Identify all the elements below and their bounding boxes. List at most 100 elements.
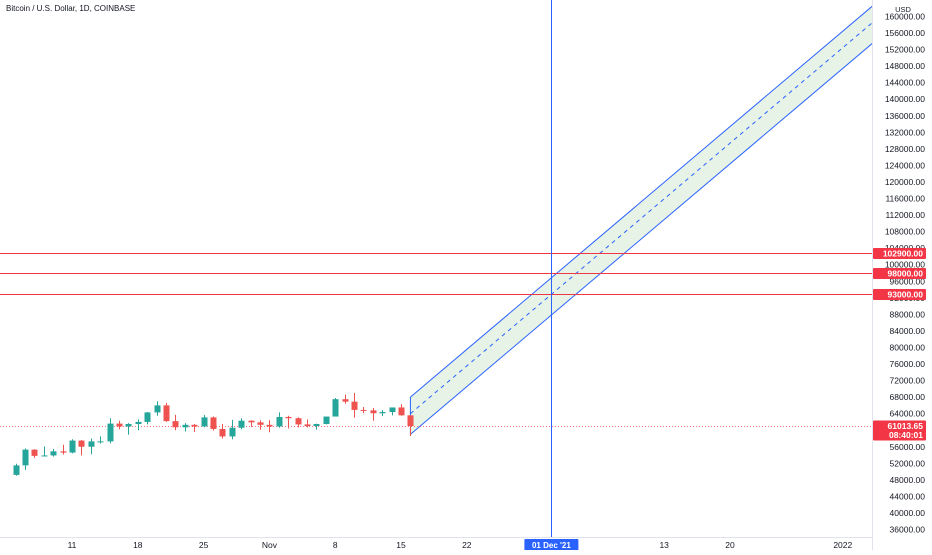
candle <box>88 438 95 455</box>
candle-body <box>13 465 20 475</box>
vertical-marker-badge: 01 Dec '21 <box>524 539 579 551</box>
candle-body <box>144 412 151 422</box>
candle <box>313 423 320 430</box>
candle-body <box>31 449 38 456</box>
price-tick-label: 72000.00 <box>890 376 926 386</box>
candle-body <box>285 416 292 419</box>
time-tick-label: 11 <box>68 540 77 550</box>
level-badge: 98000.00 <box>873 268 926 279</box>
candle-body <box>41 455 48 457</box>
price-tick-label: 84000.00 <box>890 326 926 336</box>
price-tick-label: 76000.00 <box>890 359 926 369</box>
price-tick-label: 56000.00 <box>890 442 926 452</box>
candle <box>248 420 255 427</box>
level-badge-bg <box>873 289 926 300</box>
candle <box>219 424 226 439</box>
candle-body <box>78 440 85 447</box>
price-tick-label: 160000.00 <box>885 12 925 22</box>
candle-body <box>201 417 208 427</box>
candle <box>266 420 273 433</box>
candle-body <box>154 405 161 413</box>
candle <box>389 407 396 416</box>
candle <box>163 402 170 422</box>
last-price-badge-text: 61013.65 <box>888 421 924 431</box>
price-tick-label: 40000.00 <box>890 508 926 518</box>
candle <box>172 414 179 431</box>
price-tick-label: 44000.00 <box>890 491 926 501</box>
candle-body <box>116 423 123 427</box>
price-tick-label: 148000.00 <box>885 61 925 71</box>
candle-body <box>50 451 57 456</box>
candle-body <box>398 407 405 416</box>
price-tick-label: 100000.00 <box>885 260 925 270</box>
price-tick-label: 116000.00 <box>885 194 925 204</box>
candle <box>379 409 386 417</box>
candle-body <box>219 428 226 437</box>
candle-body <box>210 417 217 429</box>
candle <box>60 444 67 455</box>
vertical-marker-badge-bg <box>524 539 579 551</box>
candle-body <box>351 401 358 410</box>
time-tick-label: 8 <box>333 540 338 550</box>
candle <box>41 446 48 457</box>
candle-body <box>182 424 189 428</box>
candle-body <box>323 416 330 425</box>
candle <box>304 419 311 428</box>
last-price-badge-text: 08:40:01 <box>889 430 923 440</box>
candle-body <box>69 440 76 453</box>
price-tick-label: 68000.00 <box>890 392 926 402</box>
price-tick-label: 36000.00 <box>890 525 926 535</box>
price-tick-label: 124000.00 <box>885 160 925 170</box>
candle <box>154 401 161 416</box>
chart-title: Bitcoin / U.S. Dollar, 1D, COINBASE <box>6 4 136 13</box>
time-tick-label: 25 <box>199 540 209 550</box>
candle <box>370 407 377 421</box>
price-tick-label: 156000.00 <box>885 28 925 38</box>
candle-body <box>125 424 132 427</box>
candle-body <box>97 441 104 443</box>
candle <box>238 418 245 430</box>
price-tick-label: 88000.00 <box>890 309 926 319</box>
candle <box>125 423 132 435</box>
price-tick-label: 144000.00 <box>885 78 925 88</box>
price-tick-label: 132000.00 <box>885 127 925 137</box>
candle-body <box>370 410 377 414</box>
time-tick-label: 18 <box>133 540 143 550</box>
candle-body <box>248 420 255 423</box>
candle-body <box>360 409 367 411</box>
level-badge: 93000.00 <box>873 289 926 300</box>
price-axis-unit: USD <box>895 5 911 14</box>
time-tick-label: Nov <box>262 540 278 550</box>
candle-body <box>332 399 339 417</box>
candle <box>332 397 339 417</box>
candle <box>116 420 123 430</box>
candle <box>210 416 217 431</box>
level-badge-text: 93000.00 <box>888 290 924 300</box>
candle-body <box>88 441 95 447</box>
candle-body <box>342 399 349 402</box>
candle-body <box>163 405 170 422</box>
candle <box>398 404 405 416</box>
price-tick-label: 80000.00 <box>890 342 926 352</box>
price-tick-label: 96000.00 <box>890 276 926 286</box>
candle <box>13 463 20 476</box>
channel-fill <box>410 6 872 435</box>
candle-body <box>407 415 414 427</box>
candle <box>107 418 114 444</box>
time-tick-label: 22 <box>462 540 472 550</box>
candle-body <box>266 424 273 427</box>
price-tick-label: 112000.00 <box>885 210 925 220</box>
level-badge: 102900.00 <box>873 248 926 259</box>
candle <box>50 448 57 457</box>
price-tick-label: 64000.00 <box>890 409 926 419</box>
candle-body <box>60 451 67 453</box>
price-tick-label: 128000.00 <box>885 144 925 154</box>
candle <box>69 439 76 454</box>
candle <box>360 407 367 414</box>
candle-body <box>379 412 386 414</box>
candle <box>351 392 358 418</box>
level-badge-text: 102900.00 <box>883 249 923 259</box>
last-price-badge-bg <box>873 420 926 441</box>
